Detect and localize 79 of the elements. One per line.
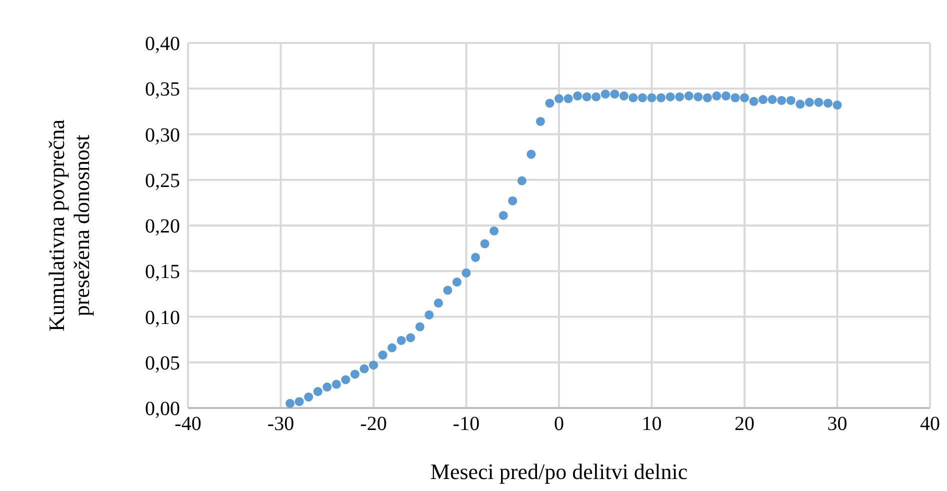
point bbox=[294, 397, 304, 406]
point bbox=[628, 93, 638, 102]
point bbox=[702, 93, 712, 102]
point bbox=[332, 380, 341, 389]
y-tick-label: 0,10 bbox=[145, 306, 180, 329]
point bbox=[721, 91, 730, 100]
point bbox=[304, 392, 314, 402]
point bbox=[517, 176, 526, 186]
point bbox=[471, 252, 480, 262]
point bbox=[498, 210, 508, 220]
point bbox=[666, 92, 675, 102]
point bbox=[564, 94, 573, 104]
point bbox=[768, 95, 777, 104]
x-tick-label: 10 bbox=[642, 413, 662, 436]
point bbox=[554, 94, 564, 104]
point bbox=[388, 343, 397, 352]
x-axis-title: Meseci pred/po delitvi delnic bbox=[430, 459, 688, 484]
point bbox=[396, 336, 406, 345]
point bbox=[526, 150, 536, 159]
x-tick-label: -20 bbox=[360, 413, 387, 436]
point bbox=[804, 98, 814, 107]
x-tick-label: 20 bbox=[734, 413, 754, 436]
point bbox=[740, 93, 750, 102]
x-tick-label: -10 bbox=[452, 413, 480, 436]
point bbox=[823, 98, 832, 108]
point bbox=[434, 298, 443, 308]
y-tick-label: 0,35 bbox=[145, 78, 180, 101]
y-tick-label: 0,00 bbox=[145, 398, 180, 420]
y-tick-label: 0,30 bbox=[145, 124, 180, 146]
point bbox=[749, 96, 758, 106]
point bbox=[647, 93, 656, 102]
point bbox=[619, 91, 628, 100]
y-axis-title: Kumulativna povprečna presežena donosnost bbox=[44, 119, 94, 332]
x-tick-label: 40 bbox=[920, 413, 940, 436]
x-tick-label: 0 bbox=[554, 413, 564, 436]
point bbox=[600, 90, 610, 99]
point bbox=[462, 268, 471, 278]
point bbox=[341, 375, 350, 384]
point bbox=[350, 370, 360, 379]
y-tick-label: 0,40 bbox=[145, 33, 180, 56]
y-tick-label: 0,05 bbox=[145, 352, 180, 374]
point bbox=[814, 98, 824, 107]
point bbox=[286, 398, 295, 408]
y-tick-label: 0,25 bbox=[145, 170, 180, 192]
y-tick-label: 0,20 bbox=[145, 216, 180, 238]
point bbox=[415, 322, 424, 332]
point bbox=[592, 92, 601, 102]
point bbox=[758, 95, 768, 104]
point bbox=[406, 333, 416, 342]
point bbox=[368, 360, 378, 370]
point bbox=[313, 387, 322, 396]
point bbox=[832, 100, 842, 110]
point bbox=[786, 96, 796, 105]
y-tick-label: 0,15 bbox=[145, 261, 180, 284]
point bbox=[490, 226, 499, 236]
point bbox=[378, 350, 388, 360]
point bbox=[675, 92, 684, 102]
point bbox=[360, 364, 369, 374]
point bbox=[610, 90, 620, 99]
point bbox=[443, 286, 452, 295]
point bbox=[582, 92, 592, 102]
point bbox=[452, 278, 462, 287]
point bbox=[684, 91, 694, 100]
point bbox=[536, 116, 545, 126]
point bbox=[796, 100, 805, 109]
point bbox=[730, 93, 740, 102]
point bbox=[480, 239, 490, 248]
point bbox=[424, 310, 434, 320]
point bbox=[694, 92, 703, 102]
point bbox=[712, 91, 722, 100]
point bbox=[573, 91, 582, 100]
point bbox=[656, 93, 666, 102]
point bbox=[322, 382, 332, 392]
x-tick-label: -30 bbox=[267, 413, 294, 436]
x-tick-label: 30 bbox=[827, 413, 848, 436]
point bbox=[508, 196, 518, 206]
point bbox=[545, 98, 554, 108]
point bbox=[777, 96, 786, 105]
point bbox=[638, 93, 647, 102]
